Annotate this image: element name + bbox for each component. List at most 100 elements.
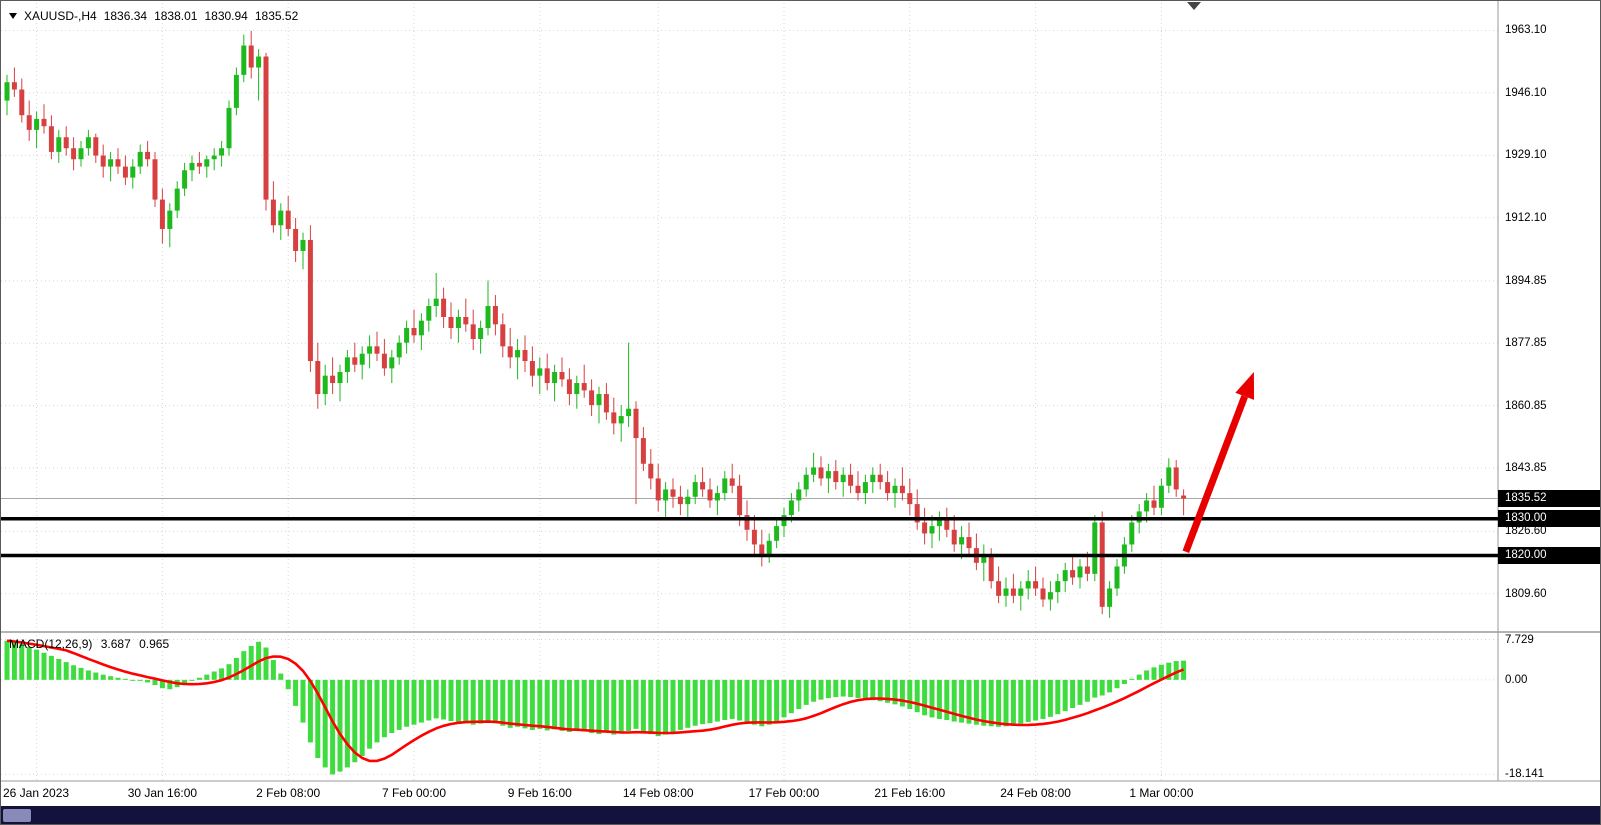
- candle-body: [1070, 570, 1076, 578]
- macd-histogram-bar: [441, 679, 447, 720]
- candle-body: [788, 500, 794, 516]
- candle-body: [559, 372, 565, 380]
- macd-histogram-bar: [63, 662, 69, 680]
- macd-histogram-bar: [1018, 679, 1024, 724]
- horizontal-scrollbar[interactable]: [1, 806, 1600, 824]
- macd-histogram-bar: [907, 679, 913, 710]
- scrollbar-thumb[interactable]: [3, 809, 31, 822]
- candle-body: [300, 239, 306, 251]
- candle-body: [988, 555, 994, 582]
- candle-body: [589, 390, 595, 406]
- candle-body: [1129, 522, 1135, 545]
- candle-body: [833, 471, 839, 483]
- macd-histogram-bar: [1077, 679, 1083, 705]
- candle-body: [626, 408, 632, 417]
- candle-body: [774, 526, 780, 541]
- candle-body: [996, 581, 1002, 596]
- symbol-dropdown-icon[interactable]: [9, 13, 17, 19]
- candle-body: [862, 482, 868, 494]
- macd-signal-value: 0.965: [139, 637, 170, 651]
- candle-body: [855, 485, 861, 494]
- candle-body: [544, 368, 550, 384]
- macd-histogram-bar: [877, 679, 883, 702]
- macd-signal-line: [6, 639, 1185, 763]
- candle-body: [1084, 566, 1090, 574]
- candle-body: [515, 350, 521, 358]
- macd-histogram-bar: [167, 679, 173, 690]
- macd-histogram-bar: [529, 679, 535, 730]
- macd-histogram-bar: [914, 679, 920, 713]
- macd-histogram-bar: [626, 679, 632, 731]
- candle-body: [426, 305, 432, 321]
- candle-body: [1025, 581, 1031, 589]
- macd-histogram-bar: [1107, 679, 1113, 693]
- macd-histogram-bar: [26, 646, 32, 680]
- macd-tick-label: -18.141: [1505, 768, 1545, 781]
- macd-histogram-bar: [848, 679, 854, 698]
- macd-histogram-bar: [307, 679, 313, 743]
- macd-histogram-bar: [507, 679, 513, 728]
- macd-histogram-bar: [552, 679, 558, 730]
- macd-histogram-bar: [803, 679, 809, 705]
- macd-histogram-bar: [463, 679, 469, 724]
- symbol-ohlc-label: XAUUSD-,H4 1836.34 1838.01 1830.94 1835.…: [9, 9, 300, 23]
- candle-body: [537, 368, 543, 376]
- candle-body: [1181, 495, 1187, 499]
- ohlc-low: 1830.94: [204, 9, 248, 23]
- ohlc-close: 1835.52: [254, 9, 299, 23]
- macd-histogram-bar: [381, 679, 387, 738]
- candle-body: [981, 555, 987, 563]
- candle-body: [337, 372, 343, 384]
- candle-body: [848, 474, 854, 486]
- trend-arrow-shaft[interactable]: [1182, 395, 1248, 554]
- candle-body: [167, 210, 173, 229]
- candle-body: [389, 357, 395, 369]
- candle-body: [500, 324, 506, 347]
- candle-body: [137, 151, 143, 167]
- candle-body: [278, 210, 284, 226]
- candle-body: [315, 361, 321, 395]
- macd-histogram-bar: [130, 679, 136, 681]
- trend-arrow-head[interactable]: [1235, 372, 1255, 400]
- macd-histogram-bar: [1158, 664, 1164, 680]
- macd-histogram-bar: [1121, 679, 1127, 685]
- candle-body: [1047, 592, 1053, 600]
- macd-histogram-bar: [433, 679, 439, 719]
- macd-histogram-bar: [404, 679, 410, 727]
- chart-shift-marker-icon[interactable]: [1187, 2, 1201, 10]
- macd-histogram-bar: [811, 679, 817, 702]
- candle-body: [1173, 467, 1179, 490]
- macd-histogram-bar: [640, 679, 646, 732]
- candle-body: [1158, 485, 1164, 508]
- macd-histogram-bar: [744, 679, 750, 723]
- price-tick-label: 1894.85: [1505, 274, 1547, 287]
- candle-body: [130, 166, 136, 178]
- macd-histogram-bar: [389, 679, 395, 734]
- candle-body: [877, 474, 883, 483]
- macd-histogram-bar: [48, 655, 54, 680]
- candle-body: [892, 485, 898, 494]
- candle-body: [189, 162, 195, 171]
- candle-body: [929, 526, 935, 534]
- macd-histogram-bar: [115, 677, 121, 680]
- candle-body: [108, 159, 114, 167]
- macd-histogram-bar: [19, 644, 25, 680]
- ohlc-open: 1836.34: [103, 9, 148, 23]
- time-axis[interactable]: 26 Jan 2023 30 Jan 16:00 2 Feb 08:00 7 Feb …: [1, 782, 1498, 806]
- macd-histogram-bar: [988, 679, 994, 727]
- macd-histogram-bar: [219, 668, 225, 680]
- macd-histogram-bar: [1033, 679, 1039, 721]
- candle-body: [922, 522, 928, 534]
- candle-body: [581, 383, 587, 391]
- candle-body: [1010, 588, 1016, 596]
- candle-body: [596, 394, 602, 406]
- candle-body: [478, 328, 484, 340]
- macd-histogram-bar: [226, 664, 232, 680]
- hline-price-badge: 1820.00: [1498, 546, 1600, 564]
- candle-body: [485, 305, 491, 329]
- price-axis[interactable]: 1963.10 1946.10 1929.10 1912.10 1894.85 1877.…: [1498, 1, 1600, 782]
- candle-body: [63, 137, 69, 149]
- candle-body: [26, 115, 32, 130]
